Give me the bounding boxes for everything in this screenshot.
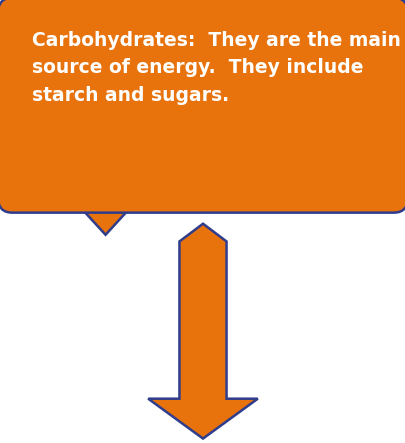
FancyBboxPatch shape <box>0 0 405 213</box>
Polygon shape <box>72 189 139 198</box>
Polygon shape <box>148 224 257 439</box>
Polygon shape <box>71 197 140 235</box>
Text: Carbohydrates:  They are the main
source of energy.  They include
starch and sug: Carbohydrates: They are the main source … <box>32 31 401 105</box>
